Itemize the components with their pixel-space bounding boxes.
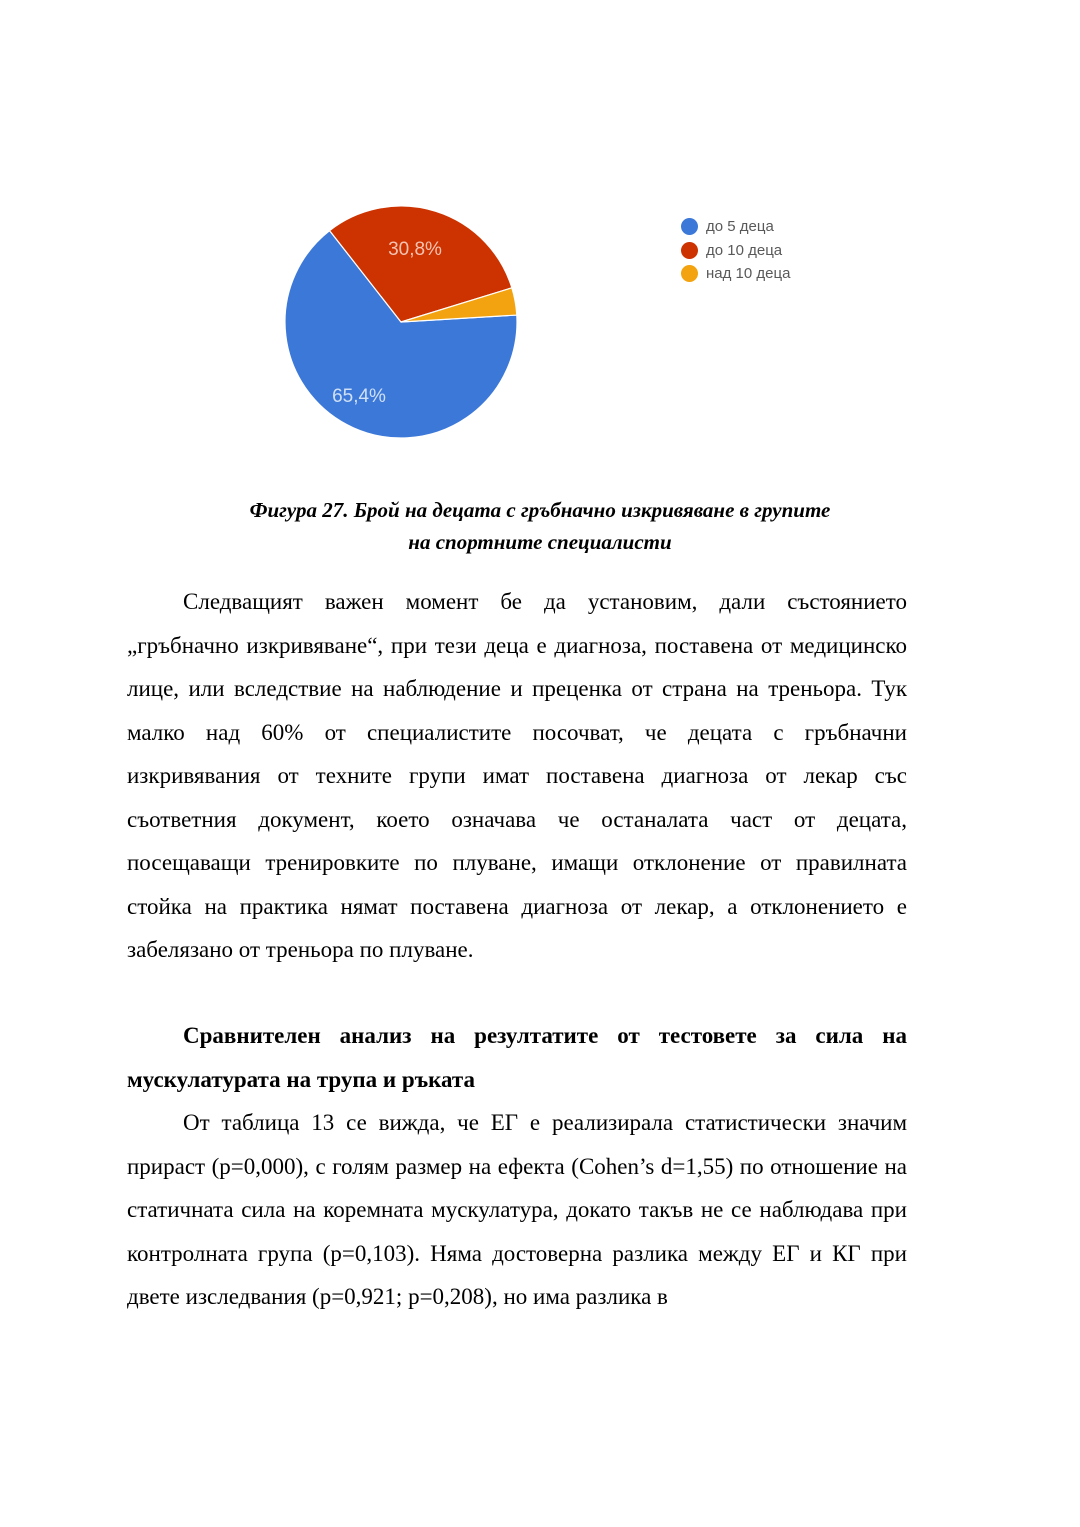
svg-text:30,8%: 30,8% — [388, 239, 442, 260]
svg-text:65,4%: 65,4% — [332, 386, 386, 407]
